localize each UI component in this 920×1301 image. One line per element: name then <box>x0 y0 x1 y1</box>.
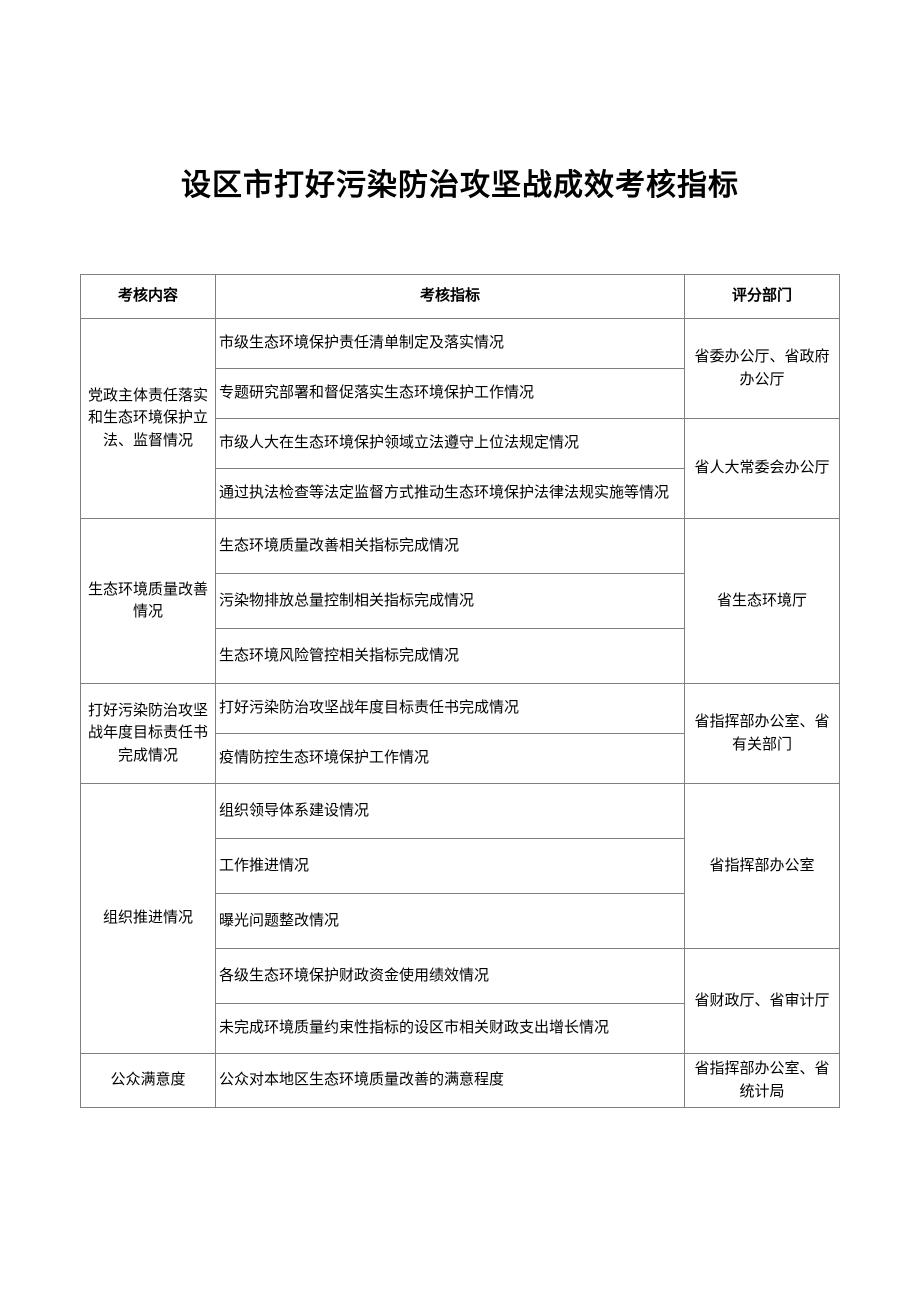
category-cell: 党政主体责任落实和生态环境保护立法、监督情况 <box>81 319 216 519</box>
indicator-cell: 生态环境风险管控相关指标完成情况 <box>216 629 685 684</box>
table-row: 党政主体责任落实和生态环境保护立法、监督情况 市级生态环境保护责任清单制定及落实… <box>81 319 840 369</box>
assessment-table: 考核内容 考核指标 评分部门 党政主体责任落实和生态环境保护立法、监督情况 市级… <box>80 274 840 1108</box>
indicator-cell: 疫情防控生态环境保护工作情况 <box>216 734 685 784</box>
table-row: 生态环境质量改善情况 生态环境质量改善相关指标完成情况 省生态环境厅 <box>81 519 840 574</box>
dept-cell: 省财政厅、省审计厅 <box>685 949 840 1054</box>
table-row: 组织推进情况 组织领导体系建设情况 省指挥部办公室 <box>81 784 840 839</box>
indicator-cell: 生态环境质量改善相关指标完成情况 <box>216 519 685 574</box>
page-title: 设区市打好污染防治攻坚战成效考核指标 <box>80 160 840 204</box>
table-row: 公众满意度 公众对本地区生态环境质量改善的满意程度 省指挥部办公室、省统计局 <box>81 1054 840 1108</box>
indicator-cell: 公众对本地区生态环境质量改善的满意程度 <box>216 1054 685 1108</box>
indicator-cell: 市级生态环境保护责任清单制定及落实情况 <box>216 319 685 369</box>
indicator-cell: 组织领导体系建设情况 <box>216 784 685 839</box>
dept-cell: 省指挥部办公室 <box>685 784 840 949</box>
indicator-cell: 曝光问题整改情况 <box>216 894 685 949</box>
category-cell: 组织推进情况 <box>81 784 216 1054</box>
dept-cell: 省委办公厅、省政府办公厅 <box>685 319 840 419</box>
table-header-row: 考核内容 考核指标 评分部门 <box>81 275 840 319</box>
document-page: 设区市打好污染防治攻坚战成效考核指标 考核内容 考核指标 评分部门 党政主体责任… <box>0 0 920 1301</box>
indicator-cell: 污染物排放总量控制相关指标完成情况 <box>216 574 685 629</box>
category-cell: 打好污染防治攻坚战年度目标责任书完成情况 <box>81 684 216 784</box>
header-content: 考核内容 <box>81 275 216 319</box>
dept-cell: 省指挥部办公室、省有关部门 <box>685 684 840 784</box>
indicator-cell: 市级人大在生态环境保护领域立法遵守上位法规定情况 <box>216 419 685 469</box>
table-row: 打好污染防治攻坚战年度目标责任书完成情况 打好污染防治攻坚战年度目标责任书完成情… <box>81 684 840 734</box>
category-cell: 生态环境质量改善情况 <box>81 519 216 684</box>
indicator-cell: 专题研究部署和督促落实生态环境保护工作情况 <box>216 369 685 419</box>
header-department: 评分部门 <box>685 275 840 319</box>
indicator-cell: 通过执法检查等法定监督方式推动生态环境保护法律法规实施等情况 <box>216 469 685 519</box>
indicator-cell: 未完成环境质量约束性指标的设区市相关财政支出增长情况 <box>216 1004 685 1054</box>
indicator-cell: 各级生态环境保护财政资金使用绩效情况 <box>216 949 685 1004</box>
indicator-cell: 工作推进情况 <box>216 839 685 894</box>
dept-cell: 省指挥部办公室、省统计局 <box>685 1054 840 1108</box>
indicator-cell: 打好污染防治攻坚战年度目标责任书完成情况 <box>216 684 685 734</box>
dept-cell: 省人大常委会办公厅 <box>685 419 840 519</box>
category-cell: 公众满意度 <box>81 1054 216 1108</box>
header-indicator: 考核指标 <box>216 275 685 319</box>
dept-cell: 省生态环境厅 <box>685 519 840 684</box>
